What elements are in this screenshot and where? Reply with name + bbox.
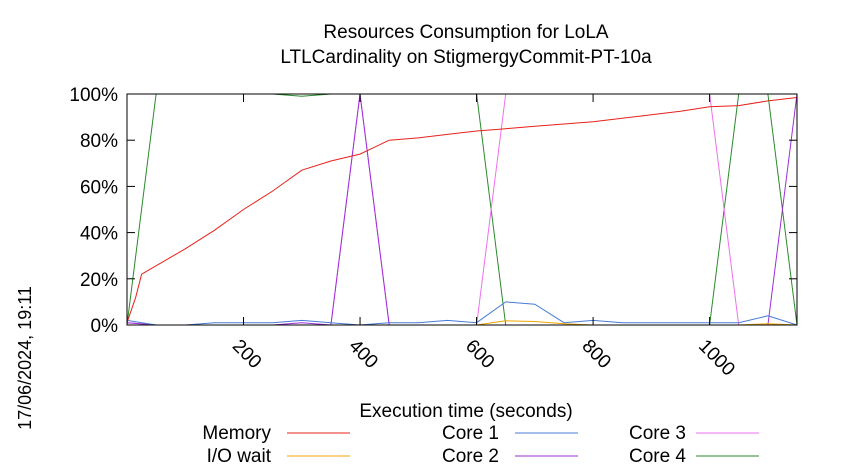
- series-line-core-1: [126, 301, 798, 326]
- series-layer: [126, 93, 798, 326]
- y-axis-ticks: 0% 20% 40% 60% 80% 100%: [69, 85, 797, 337]
- y-tick-label: 40%: [80, 224, 118, 245]
- x-axis-ticks: 200 400 600 800 1000: [228, 94, 739, 380]
- legend-label: Core 2: [442, 446, 499, 467]
- y-tick-label: 100%: [69, 85, 118, 106]
- series-line-core-2: [126, 93, 798, 326]
- y-tick-label: 20%: [80, 270, 118, 291]
- x-axis-label: Execution time (seconds): [359, 401, 572, 422]
- legend-label: Core 1: [442, 423, 499, 444]
- y-tick-label: 80%: [80, 131, 118, 152]
- y-tick-label: 60%: [80, 177, 118, 198]
- series-line-core-3: [126, 93, 797, 326]
- legend-label: Core 3: [629, 423, 686, 444]
- y-tick-label: 0%: [91, 316, 119, 337]
- legend-label: I/O wait: [207, 446, 272, 467]
- timestamp: 17/06/2024, 19:11: [15, 286, 35, 430]
- x-tick-label: 1000: [694, 336, 739, 381]
- plot-area-border: [126, 93, 798, 326]
- x-tick-label: 600: [461, 336, 498, 373]
- chart-title-line-2: LTLCardinality on StigmergyCommit-PT-10a: [280, 47, 652, 68]
- x-tick-label: 400: [345, 336, 382, 373]
- x-tick-label: 800: [578, 336, 615, 373]
- chart-title-line-1: Resources Consumption for LoLA: [323, 22, 608, 43]
- legend-label: Core 4: [629, 446, 686, 467]
- series-line-core-4: [126, 93, 798, 326]
- legend-label: Memory: [202, 423, 271, 444]
- x-tick-label: 200: [228, 336, 265, 373]
- series-line-memory: [126, 97, 798, 323]
